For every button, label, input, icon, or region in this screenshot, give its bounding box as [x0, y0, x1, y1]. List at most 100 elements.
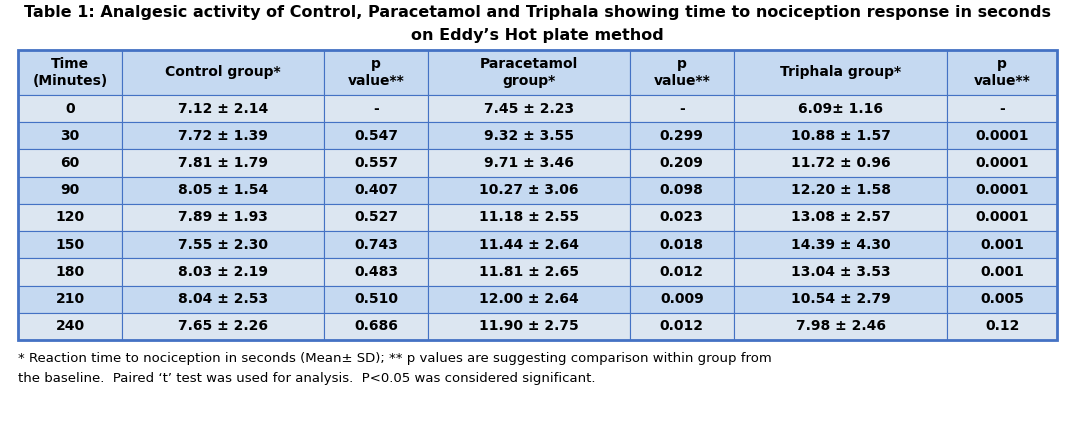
Text: -: -: [373, 102, 378, 116]
Text: p
value**: p value**: [974, 57, 1031, 88]
Bar: [428, 176, 630, 204]
Text: 8.04 ± 2.53: 8.04 ± 2.53: [177, 292, 268, 306]
Bar: [324, 286, 428, 313]
Bar: [630, 122, 734, 150]
Bar: [18, 286, 121, 313]
Bar: [428, 231, 630, 258]
Text: 10.54 ± 2.79: 10.54 ± 2.79: [791, 292, 890, 306]
Bar: [630, 204, 734, 231]
Text: 6.09± 1.16: 6.09± 1.16: [798, 102, 883, 116]
Text: p
value**: p value**: [654, 57, 711, 88]
Text: 11.90 ± 2.75: 11.90 ± 2.75: [479, 319, 578, 334]
Text: Paracetamol
group*: Paracetamol group*: [479, 57, 578, 88]
Text: 9.32 ± 3.55: 9.32 ± 3.55: [484, 129, 574, 143]
Text: the baseline.  Paired ‘t’ test was used for analysis.  P<0.05 was considered sig: the baseline. Paired ‘t’ test was used f…: [18, 372, 596, 385]
Text: 7.12 ± 2.14: 7.12 ± 2.14: [177, 102, 268, 116]
Text: 0.547: 0.547: [354, 129, 398, 143]
Text: 0.299: 0.299: [660, 129, 704, 143]
Bar: [324, 122, 428, 150]
Bar: [734, 176, 947, 204]
Text: 12.20 ± 1.58: 12.20 ± 1.58: [790, 183, 890, 197]
Text: 13.04 ± 3.53: 13.04 ± 3.53: [791, 265, 890, 279]
Text: 8.03 ± 2.19: 8.03 ± 2.19: [178, 265, 268, 279]
Text: 7.55 ± 2.30: 7.55 ± 2.30: [178, 238, 268, 252]
Text: 7.89 ± 1.93: 7.89 ± 1.93: [178, 210, 268, 224]
Bar: [18, 231, 121, 258]
Bar: [324, 50, 428, 95]
Bar: [734, 122, 947, 150]
Bar: [947, 231, 1057, 258]
Bar: [734, 150, 947, 176]
Text: 10.27 ± 3.06: 10.27 ± 3.06: [479, 183, 578, 197]
Bar: [121, 50, 324, 95]
Bar: [18, 204, 121, 231]
Bar: [324, 258, 428, 286]
Bar: [18, 150, 121, 176]
Text: 0.001: 0.001: [980, 238, 1024, 252]
Text: 0: 0: [66, 102, 75, 116]
Text: 0.12: 0.12: [985, 319, 1019, 334]
Bar: [121, 176, 324, 204]
Text: 0.557: 0.557: [354, 156, 398, 170]
Bar: [18, 50, 121, 95]
Text: 0.686: 0.686: [354, 319, 398, 334]
Text: 11.81 ± 2.65: 11.81 ± 2.65: [478, 265, 578, 279]
Bar: [630, 258, 734, 286]
Bar: [428, 50, 630, 95]
Text: 7.65 ± 2.26: 7.65 ± 2.26: [178, 319, 268, 334]
Text: 7.81 ± 1.79: 7.81 ± 1.79: [178, 156, 268, 170]
Bar: [630, 150, 734, 176]
Text: Table 1: Analgesic activity of Control, Paracetamol and Triphala showing time to: Table 1: Analgesic activity of Control, …: [24, 5, 1051, 20]
Text: 0.001: 0.001: [980, 265, 1024, 279]
Text: 150: 150: [56, 238, 85, 252]
Text: p
value**: p value**: [347, 57, 404, 88]
Bar: [428, 204, 630, 231]
Text: 0.209: 0.209: [660, 156, 704, 170]
Text: 0.0001: 0.0001: [975, 210, 1029, 224]
Bar: [121, 95, 324, 122]
Bar: [630, 231, 734, 258]
Text: 7.98 ± 2.46: 7.98 ± 2.46: [796, 319, 886, 334]
Text: 0.009: 0.009: [660, 292, 704, 306]
Text: 30: 30: [60, 129, 80, 143]
Bar: [630, 286, 734, 313]
Text: 0.407: 0.407: [354, 183, 398, 197]
Bar: [428, 258, 630, 286]
Bar: [428, 122, 630, 150]
Text: on Eddy’s Hot plate method: on Eddy’s Hot plate method: [411, 28, 664, 43]
Text: 8.05 ± 1.54: 8.05 ± 1.54: [177, 183, 268, 197]
Text: 90: 90: [60, 183, 80, 197]
Bar: [18, 313, 121, 340]
Bar: [324, 204, 428, 231]
Text: -: -: [1000, 102, 1005, 116]
Text: 0.483: 0.483: [354, 265, 398, 279]
Text: Time
(Minutes): Time (Minutes): [32, 57, 108, 88]
Bar: [734, 313, 947, 340]
Text: 0.0001: 0.0001: [975, 156, 1029, 170]
Text: 60: 60: [60, 156, 80, 170]
Bar: [18, 50, 1057, 340]
Bar: [630, 176, 734, 204]
Bar: [428, 286, 630, 313]
Text: Triphala group*: Triphala group*: [780, 66, 901, 80]
Bar: [18, 176, 121, 204]
Bar: [324, 150, 428, 176]
Text: 7.72 ± 1.39: 7.72 ± 1.39: [178, 129, 268, 143]
Text: 0.012: 0.012: [660, 265, 704, 279]
Bar: [18, 122, 121, 150]
Text: 0.0001: 0.0001: [975, 129, 1029, 143]
Text: 0.018: 0.018: [660, 238, 704, 252]
Text: 240: 240: [56, 319, 85, 334]
Bar: [324, 176, 428, 204]
Bar: [947, 176, 1057, 204]
Bar: [428, 95, 630, 122]
Bar: [324, 231, 428, 258]
Text: -: -: [679, 102, 685, 116]
Bar: [734, 95, 947, 122]
Text: 11.72 ± 0.96: 11.72 ± 0.96: [791, 156, 890, 170]
Text: 0.0001: 0.0001: [975, 183, 1029, 197]
Bar: [121, 286, 324, 313]
Bar: [947, 50, 1057, 95]
Bar: [734, 286, 947, 313]
Text: * Reaction time to nociception in seconds (Mean± SD); ** p values are suggesting: * Reaction time to nociception in second…: [18, 352, 772, 365]
